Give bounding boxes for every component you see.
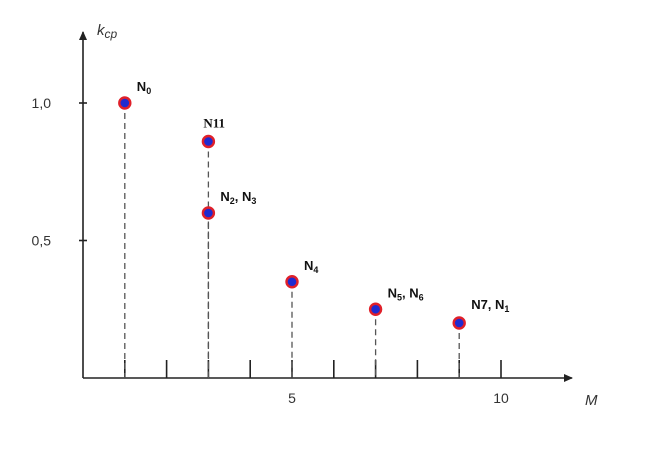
y-tick-label-1: 1,0 — [32, 95, 52, 111]
data-point-2 — [201, 206, 216, 220]
point-label-5-text: N7, N — [471, 297, 504, 312]
x-tick-label-10: 10 — [493, 390, 509, 406]
drop-lines — [124, 103, 460, 378]
point-label-2-text: N — [220, 189, 229, 204]
x-tick-label-5: 5 — [288, 390, 296, 406]
point-label-4-text: N — [388, 285, 397, 300]
point-label-5-sub: 1 — [504, 304, 509, 314]
point-label-1-text: N11 — [203, 116, 225, 131]
data-point-1 — [201, 134, 216, 149]
point-label-0: N0 — [137, 79, 151, 96]
point-label-2: N2, N3 — [220, 189, 256, 206]
y-axis-label: kcp — [97, 22, 118, 41]
point-label-4-sub2: 6 — [419, 292, 424, 302]
y-tick-label-0.5: 0,5 — [32, 233, 52, 249]
point-label-3-text: N — [304, 258, 313, 273]
point-label-2-text2: , N — [235, 189, 252, 204]
point-label-4: N5, N6 — [388, 285, 424, 302]
point-label-2-sub: 2 — [230, 196, 235, 206]
data-point-4 — [368, 302, 383, 316]
point-label-2-sub2: 3 — [251, 196, 256, 206]
y-axis-label-subscript: cp — [105, 27, 118, 41]
point-label-0-text: N — [137, 79, 146, 94]
point-label-3-sub: 4 — [313, 265, 318, 275]
point-label-4-text2: , N — [402, 285, 419, 300]
point-label-4-sub: 5 — [397, 292, 402, 302]
point-label-1: N11 — [203, 116, 225, 131]
data-point-0 — [118, 96, 132, 110]
data-point-5 — [452, 316, 466, 330]
ticks-layer: 5 10 1,0 0,5 — [32, 95, 509, 406]
point-label-3: N4 — [304, 258, 318, 275]
point-label-0-sub: 0 — [146, 86, 151, 96]
point-label-5: N7, N1 — [471, 297, 509, 314]
data-point-3 — [285, 275, 299, 289]
data-points — [118, 96, 466, 330]
x-axis-label: M — [585, 392, 598, 409]
